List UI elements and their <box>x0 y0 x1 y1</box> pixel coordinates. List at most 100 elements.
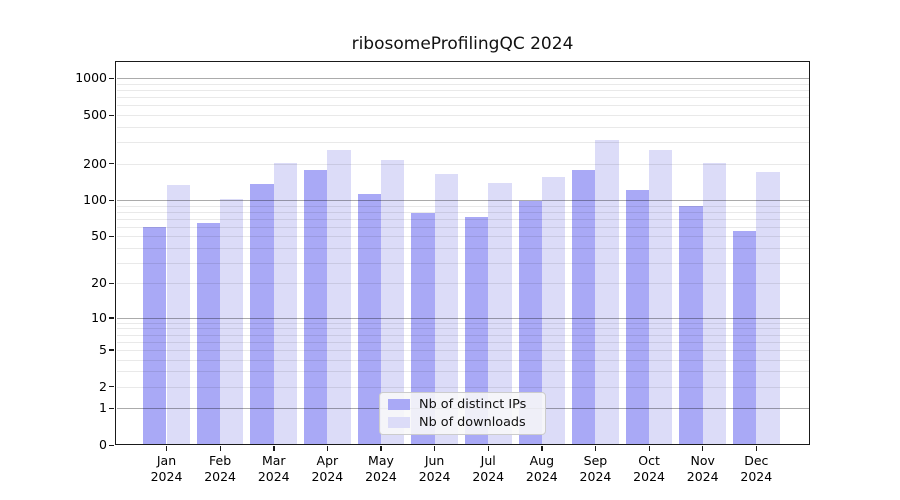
y-tick-100 <box>109 199 114 201</box>
gridline-minor-90 <box>116 205 809 207</box>
gridline-minor-2 <box>116 386 809 388</box>
bar-downloads-nov <box>702 162 726 445</box>
y-tick-label-100: 100 <box>83 192 107 208</box>
x-tick-sep <box>594 446 597 451</box>
legend-item-downloads: Nb of downloads <box>388 415 537 430</box>
gridline-major-10 <box>116 317 809 319</box>
bar-downloads-feb <box>220 198 244 445</box>
legend: Nb of distinct IPs Nb of downloads <box>379 392 546 435</box>
gridline-minor-7 <box>116 334 809 336</box>
y-tick-1000 <box>109 77 114 80</box>
legend-label-downloads: Nb of downloads <box>419 414 526 430</box>
gridline-minor-70 <box>116 218 809 220</box>
y-tick-2 <box>109 386 114 388</box>
bar-distinct-ips-jun <box>411 213 435 445</box>
x-tick-label-mar: Mar 2024 <box>257 453 290 484</box>
x-tick-label-aug: Aug 2024 <box>525 453 558 484</box>
y-tick-label-2: 2 <box>99 378 107 394</box>
bar-distinct-ips-may <box>357 193 381 445</box>
gridline-minor-200 <box>116 163 809 165</box>
gridline-minor-9 <box>116 322 809 324</box>
gridline-major-100 <box>116 200 809 202</box>
bar-distinct-ips-oct <box>625 190 650 445</box>
x-tick-mar <box>273 446 275 451</box>
x-tick-may <box>380 446 382 451</box>
x-tick-apr <box>326 446 329 451</box>
gridline-minor-8 <box>116 328 809 330</box>
y-tick-label-5: 5 <box>99 341 107 357</box>
y-tick-200 <box>109 163 114 165</box>
y-tick-0 <box>109 444 114 446</box>
gridline-major-1000 <box>116 78 809 80</box>
y-tick-50 <box>109 235 114 238</box>
gridline-minor-30 <box>116 262 809 264</box>
bar-distinct-ips-nov <box>679 206 703 445</box>
bar-downloads-mar <box>273 163 298 445</box>
x-tick-jun <box>434 446 436 451</box>
bar-downloads-jun <box>434 174 458 445</box>
y-tick-label-200: 200 <box>83 155 107 171</box>
gridline-minor-50 <box>116 236 809 238</box>
legend-swatch-downloads <box>388 416 410 428</box>
y-tick-label-10: 10 <box>91 309 107 325</box>
x-tick-label-jun: Jun 2024 <box>418 453 451 484</box>
bar-downloads-sep <box>595 139 619 445</box>
gridline-minor-900 <box>116 83 809 85</box>
bar-downloads-jan <box>166 185 190 445</box>
x-tick-label-dec: Dec 2024 <box>740 453 773 484</box>
gridline-minor-700 <box>116 97 809 99</box>
legend-item-distinct-ips: Nb of distinct IPs <box>388 397 537 412</box>
x-tick-jan <box>166 446 168 451</box>
bar-distinct-ips-sep <box>572 169 596 445</box>
x-tick-aug <box>541 446 543 451</box>
bar-downloads-jul <box>488 182 512 445</box>
x-tick-jul <box>487 446 490 451</box>
y-tick-label-1: 1 <box>99 400 107 416</box>
y-tick-label-20: 20 <box>91 275 107 291</box>
x-tick-label-may: May 2024 <box>365 453 397 484</box>
bar-downloads-dec <box>756 171 780 445</box>
bar-distinct-ips-mar <box>250 183 274 445</box>
x-tick-dec <box>755 446 758 451</box>
y-tick-label-500: 500 <box>83 107 107 123</box>
bar-distinct-ips-feb <box>196 222 221 445</box>
y-tick-label-50: 50 <box>91 228 107 244</box>
bar-distinct-ips-apr <box>304 169 328 445</box>
y-tick-10 <box>109 317 114 319</box>
chart-title: ribosomeProfilingQC 2024 <box>351 34 574 54</box>
gridline-minor-800 <box>116 90 809 92</box>
legend-swatch-distinct-ips <box>388 399 410 411</box>
bar-distinct-ips-aug <box>518 201 542 445</box>
x-tick-label-apr: Apr 2024 <box>311 453 344 484</box>
x-tick-nov <box>702 446 704 451</box>
x-tick-label-oct: Oct 2024 <box>633 453 665 484</box>
bar-distinct-ips-dec <box>733 231 757 445</box>
gridline-minor-4 <box>116 359 809 361</box>
y-tick-20 <box>109 282 114 285</box>
bar-distinct-ips-jan <box>143 226 167 445</box>
y-tick-5 <box>109 349 114 351</box>
gridline-minor-60 <box>116 226 809 228</box>
y-tick-label-1000: 1000 <box>75 70 107 86</box>
x-tick-label-nov: Nov 2024 <box>686 453 719 484</box>
x-tick-feb <box>219 446 221 451</box>
x-tick-label-sep: Sep 2024 <box>579 453 612 484</box>
gridline-minor-500 <box>116 115 809 117</box>
x-tick-label-jul: Jul 2024 <box>472 453 505 484</box>
bar-downloads-oct <box>649 149 673 445</box>
gridline-minor-80 <box>116 211 809 213</box>
gridline-minor-20 <box>116 283 809 285</box>
gridline-minor-6 <box>116 341 809 343</box>
y-tick-500 <box>109 114 114 116</box>
x-tick-oct <box>648 446 650 451</box>
y-tick-label-0: 0 <box>99 437 107 452</box>
bar-downloads-apr <box>327 149 351 445</box>
gridline-minor-40 <box>116 247 809 249</box>
bar-downloads-may <box>380 159 405 445</box>
gridline-minor-5 <box>116 349 809 351</box>
gridline-minor-600 <box>116 105 809 107</box>
legend-label-distinct-ips: Nb of distinct IPs <box>419 397 527 413</box>
gridline-minor-3 <box>116 371 809 373</box>
bar-downloads-aug <box>541 177 566 445</box>
